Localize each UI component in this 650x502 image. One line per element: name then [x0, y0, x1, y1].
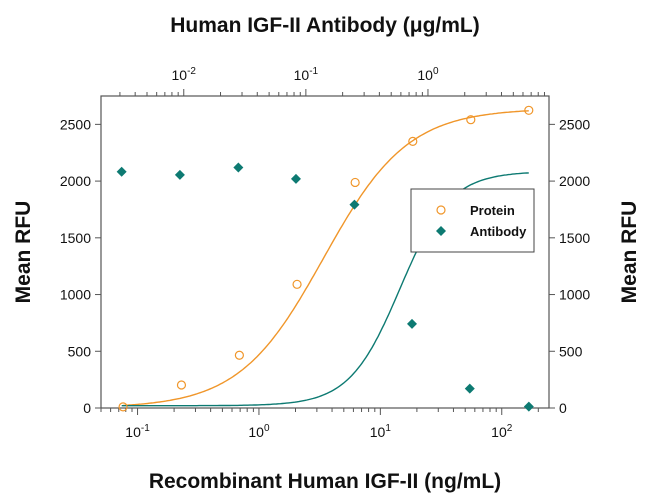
y-tick-label-right: 2500 — [559, 116, 590, 132]
antibody-point — [116, 166, 127, 177]
x-bottom-tick-label: 101 — [370, 423, 392, 440]
legend: Protein Antibody — [410, 188, 535, 253]
protein-point — [466, 115, 476, 125]
antibody-point — [464, 383, 475, 394]
y-tick-label-left: 1000 — [60, 287, 91, 303]
protein-point — [118, 402, 128, 412]
legend-antibody-marker — [436, 226, 446, 236]
x-bottom-tick-label: 102 — [491, 423, 513, 440]
antibody-point — [407, 318, 418, 329]
y-tick-label-right: 500 — [559, 343, 583, 359]
protein-point — [408, 136, 418, 146]
legend-protein-marker — [436, 205, 446, 215]
y-tick-label-right: 2000 — [559, 173, 590, 189]
y-tick-label-left: 1500 — [60, 230, 91, 246]
protein-fit-curve — [123, 110, 529, 407]
y-tick-label-right: 0 — [559, 400, 567, 416]
y-tick-label-left: 2000 — [60, 173, 91, 189]
x-bottom-tick-label: 10-1 — [125, 423, 150, 440]
y-tick-label-left: 0 — [83, 400, 91, 416]
x-top-tick-label: 10-2 — [172, 66, 197, 83]
antibody-point — [174, 169, 185, 180]
protein-point — [524, 105, 534, 115]
protein-point — [234, 350, 244, 360]
y-tick-label-right: 1000 — [559, 287, 590, 303]
legend-antibody-label: Antibody — [470, 224, 527, 239]
y-tick-label-left: 2500 — [60, 116, 91, 132]
y-tick-label-right: 1500 — [559, 230, 590, 246]
legend-protein-label: Protein — [470, 203, 515, 218]
protein-point — [176, 380, 187, 390]
y-tick-label-left: 500 — [68, 343, 92, 359]
x-bottom-tick-label: 100 — [248, 423, 270, 440]
x-top-tick-label: 10-1 — [294, 66, 319, 83]
protein-point — [350, 177, 360, 188]
antibody-point — [290, 173, 301, 184]
protein-point — [292, 279, 302, 289]
antibody-point — [233, 162, 244, 173]
antibody-point — [523, 401, 534, 412]
x-top-tick-label: 100 — [417, 66, 439, 83]
top-axis-title: Human IGF-II Antibody (μg/mL) — [170, 14, 480, 37]
y-axis-title-right: Mean RFU — [618, 201, 641, 304]
plot-frame — [100, 95, 550, 409]
y-axis-title-left: Mean RFU — [12, 201, 35, 304]
antibody-point — [349, 199, 360, 210]
x-axis-title: Recombinant Human IGF-II (ng/mL) — [149, 470, 501, 493]
